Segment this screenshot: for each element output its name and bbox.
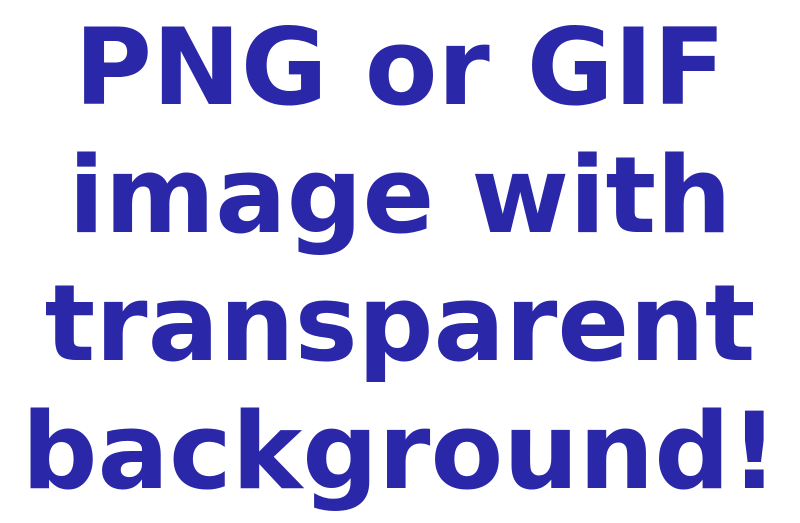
message-line-1: PNG or GIF bbox=[74, 6, 726, 129]
message-line-3: transparent bbox=[44, 262, 756, 385]
message-line-2: image with bbox=[68, 134, 732, 257]
message-line-4: background! bbox=[21, 390, 779, 513]
